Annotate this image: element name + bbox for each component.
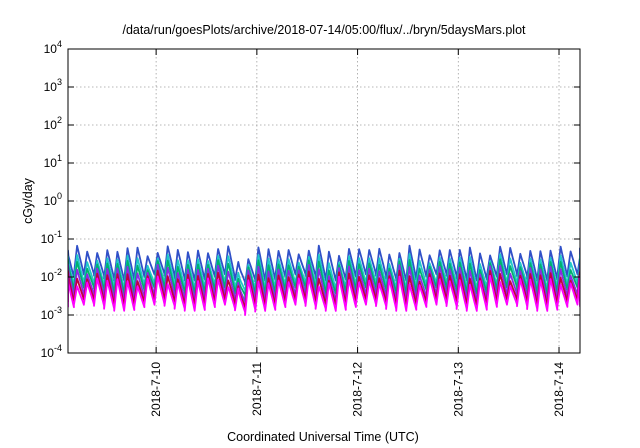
x-axis-label: Coordinated Universal Time (UTC) [227, 430, 419, 444]
x-tick-label: 2018-7-13 [451, 362, 465, 417]
y-axis: 104 103 102 101 100 10-1 10-2 10-3 10-4 [41, 39, 580, 360]
x-tick-label: 2018-7-14 [552, 362, 566, 417]
series-line-3 [68, 258, 580, 299]
y-tick-label: 103 [44, 77, 62, 94]
x-tick-label: 2018-7-11 [250, 362, 264, 416]
y-tick-label: 10-2 [41, 267, 62, 284]
y-tick-label: 101 [44, 153, 62, 170]
grid [68, 49, 580, 353]
y-tick-label: 104 [44, 39, 62, 56]
y-tick-label: 10-4 [41, 343, 62, 360]
y-tick-label: 10-3 [41, 305, 62, 322]
chart-title: /data/run/goesPlots/archive/2018-07-14/0… [122, 23, 526, 37]
y-tick-label: 10-1 [41, 229, 62, 246]
x-tick-label: 2018-7-10 [149, 362, 163, 417]
y-axis-label: cGy/day [21, 177, 35, 224]
y-tick-label: 102 [44, 115, 62, 132]
series-group [68, 244, 580, 316]
x-tick-label: 2018-7-12 [351, 362, 365, 417]
series-line-6 [68, 274, 580, 316]
series-line-4 [68, 263, 580, 306]
y-tick-label: 100 [44, 191, 62, 208]
x-axis: 2018-7-10 2018-7-11 2018-7-12 2018-7-13 2018… [149, 49, 566, 417]
series-line-1 [68, 244, 580, 286]
